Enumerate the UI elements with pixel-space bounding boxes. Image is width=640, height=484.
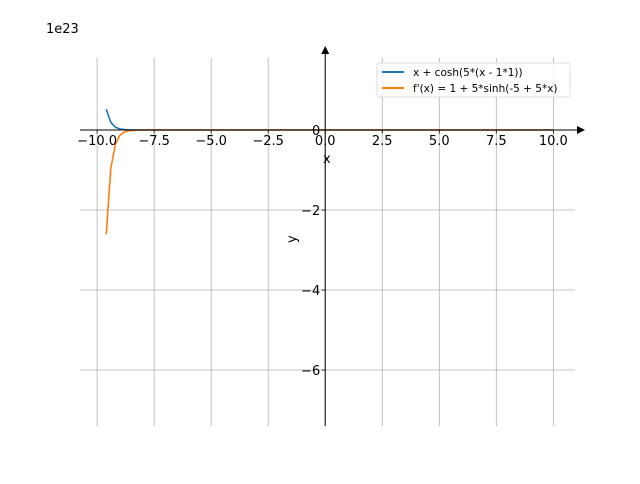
- y-tick-label: −4: [301, 284, 320, 299]
- y-tick-label: −2: [301, 204, 320, 219]
- x-tick-label: 2.5: [372, 134, 393, 149]
- y-tick-label: −6: [301, 364, 320, 379]
- legend-box: [376, 62, 571, 98]
- x-tick-label: 10.0: [539, 134, 568, 149]
- x-tick-label: −2.5: [252, 134, 284, 149]
- axes: [80, 46, 585, 426]
- grid: [80, 58, 575, 426]
- x-axis-label: x: [323, 152, 331, 167]
- y-tick-label: 0: [312, 124, 320, 139]
- legend: x + cosh(5*(x - 1*1)) f'(x) = 1 + 5*sinh…: [376, 62, 571, 98]
- legend-label-0: x + cosh(5*(x - 1*1)): [413, 67, 523, 79]
- x-tick-label: −5.0: [195, 134, 227, 149]
- x-tick-label: 0.0: [315, 134, 336, 149]
- x-tick-label: −10.0: [77, 134, 117, 149]
- y-axis-arrow: [321, 46, 330, 54]
- x-axis-arrow: [577, 126, 585, 134]
- x-tick-label: 7.5: [486, 134, 507, 149]
- legend-label-1: f'(x) = 1 + 5*sinh(-5 + 5*x): [413, 83, 558, 95]
- x-tick-label: 5.0: [429, 134, 450, 149]
- ticks: −10.0 −7.5 −5.0 −2.5 0.0 2.5 5.0 7.5 10.0 0 −2 −4 −6: [77, 124, 568, 379]
- series-line-0: [105, 108, 554, 131]
- offset-label: 1e23: [46, 22, 79, 37]
- x-tick-label: −7.5: [138, 134, 170, 149]
- series-group: [105, 108, 554, 235]
- y-axis-label: y: [285, 235, 300, 243]
